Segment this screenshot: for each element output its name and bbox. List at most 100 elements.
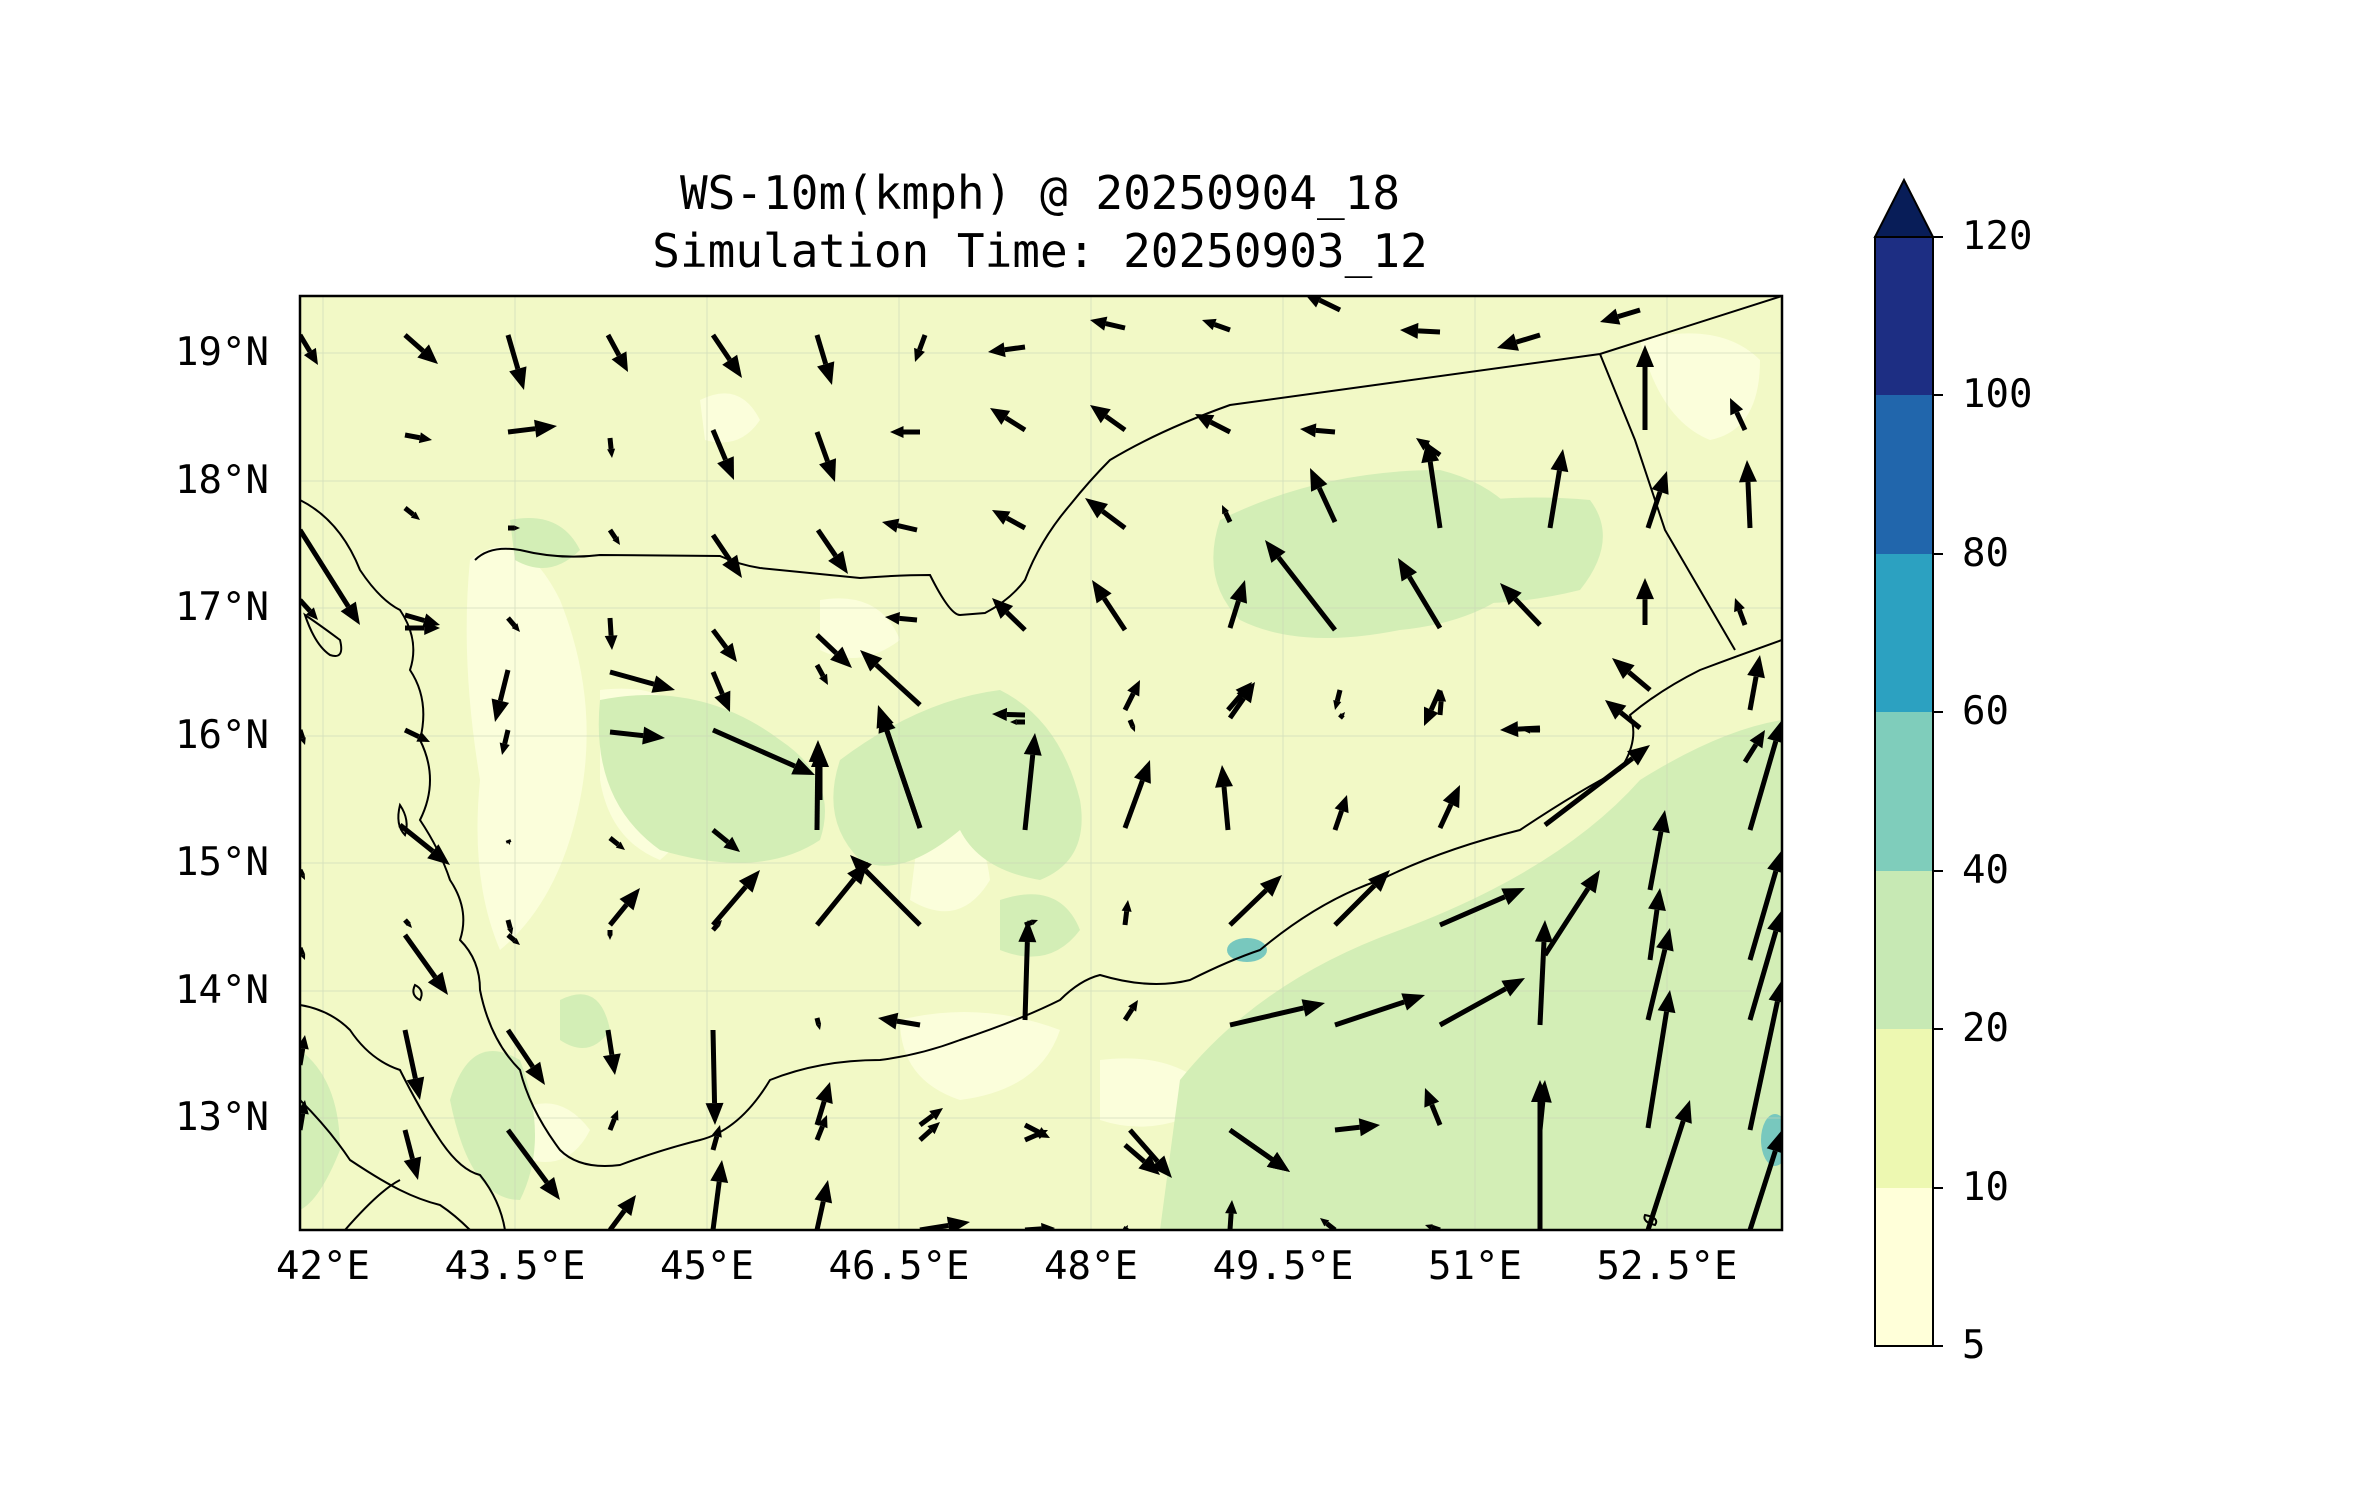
wind-arrow [1522, 726, 1540, 734]
eritrea-coast [300, 1004, 506, 1230]
wind-arrow [1128, 1128, 1172, 1178]
wind-arrow [1306, 296, 1342, 313]
wind-arrow [710, 1160, 729, 1230]
wind-arrow [1122, 1000, 1138, 1022]
wind-arrow [815, 633, 852, 668]
wind-arrow [1612, 658, 1652, 692]
wind-arrow [814, 334, 835, 385]
wind-arrow [403, 727, 430, 742]
wind-arrow [815, 528, 848, 574]
wind-arrow [1600, 307, 1641, 325]
wind-arrow [1421, 440, 1443, 529]
colorbar-label: 60 [1962, 689, 2009, 734]
wind-arrow [1645, 1100, 1692, 1230]
wind-arrow [710, 429, 734, 480]
wind-arrow [402, 933, 448, 995]
wind-arrow [403, 333, 438, 364]
wind-arrow [1747, 720, 1782, 831]
wind-arrow [1228, 1127, 1290, 1172]
wind-arrow [608, 888, 640, 927]
wind-arrow [885, 611, 918, 625]
wind-arrow [1022, 733, 1042, 831]
colorbar-extend-triangle [1873, 177, 1935, 238]
wind-arrow [850, 855, 922, 927]
wind-arrow [1547, 449, 1569, 529]
colorbar-label: 20 [1962, 1006, 2009, 1051]
wind-arrow [607, 437, 616, 458]
lat-tick-label: 19°N [175, 330, 269, 375]
lon-tick-label: 45°E [660, 1244, 754, 1289]
lon-tick-label: 51°E [1428, 1244, 1522, 1289]
colorbar-label: 10 [1962, 1165, 2009, 1210]
wind-arrow [1542, 870, 1600, 957]
wind-arrow [1226, 682, 1252, 712]
wind-arrow [882, 518, 918, 533]
wind-arrow [1500, 583, 1542, 627]
wind-arrow [1647, 810, 1670, 891]
wind-arrow [814, 1180, 833, 1230]
wind-arrow [914, 334, 928, 362]
wind-arrow [811, 745, 829, 800]
wind-arrow [711, 828, 740, 852]
map-panel [300, 296, 1782, 1230]
wind-arrow [1747, 910, 1782, 1021]
map-gridlines [300, 296, 1782, 1230]
red-sea-coast [300, 499, 1782, 1167]
colorbar-segment-60-80 [1875, 554, 1933, 712]
wind-arrow [1092, 580, 1128, 632]
wind-arrow [1424, 688, 1443, 726]
colorbar-ticks [1933, 236, 1943, 1347]
wind-arrow [1543, 745, 1650, 827]
wind-arrow [1497, 332, 1541, 351]
wind-arrows [300, 296, 1782, 1230]
wind-arrow [1333, 870, 1390, 927]
wind-arrow [608, 836, 625, 850]
wind-arrow [1018, 920, 1037, 1021]
lon-tick-label: 46.5°E [828, 1244, 970, 1289]
wind-arrow [710, 333, 742, 378]
wind-arrow [1437, 785, 1460, 830]
lat-tick-label: 16°N [175, 713, 269, 758]
lat-tick-label: 13°N [175, 1095, 269, 1140]
colorbar-segment-20-40 [1875, 871, 1933, 1029]
wind-arrow [602, 1029, 621, 1075]
islands-3 [412, 983, 423, 1002]
wind-arrow [1645, 990, 1676, 1129]
wind-arrow [705, 1029, 724, 1125]
lon-tick-label: 52.5°E [1596, 1244, 1738, 1289]
wind-arrow [1636, 345, 1654, 430]
wind-arrow [1122, 680, 1140, 712]
wind-arrow [1645, 928, 1674, 1021]
wind-arrow [607, 1110, 619, 1131]
lon-tick-label: 43.5°E [444, 1244, 586, 1289]
map-subtitle: Simulation Time: 20250903_12 [652, 224, 1428, 278]
wind-arrow [491, 669, 511, 722]
wind-arrow [710, 1125, 722, 1151]
wind-arrow [1734, 598, 1748, 626]
wind-arrow [300, 598, 318, 620]
wind-arrow [1438, 978, 1525, 1028]
lat-tick-label: 17°N [175, 585, 269, 630]
wind-arrow [609, 726, 665, 745]
wind-arrow [1090, 316, 1126, 331]
africa-border [300, 1099, 471, 1230]
wind-arrow [1400, 322, 1441, 339]
wind-arrow [1747, 850, 1782, 961]
wind-arrow [1265, 540, 1337, 632]
wind-arrow [711, 920, 722, 932]
colorbar-label: 120 [1962, 214, 2033, 259]
wind-arrow [1010, 719, 1025, 725]
wind-arrow [711, 628, 737, 662]
wind-arrow [1228, 875, 1282, 927]
wind-arrow [1215, 765, 1233, 831]
wind-arrow [1229, 999, 1325, 1028]
wind-arrow [1636, 578, 1654, 625]
wind-arrow [402, 1029, 425, 1100]
wind-arrow [505, 839, 512, 845]
oman-yemen-border [1599, 353, 1736, 651]
lat-tick-label: 18°N [175, 458, 269, 503]
wind-arrow [1338, 712, 1345, 720]
wind-arrow [1024, 1129, 1048, 1143]
wind-arrow [1747, 655, 1765, 711]
wind-arrow [1195, 414, 1232, 435]
